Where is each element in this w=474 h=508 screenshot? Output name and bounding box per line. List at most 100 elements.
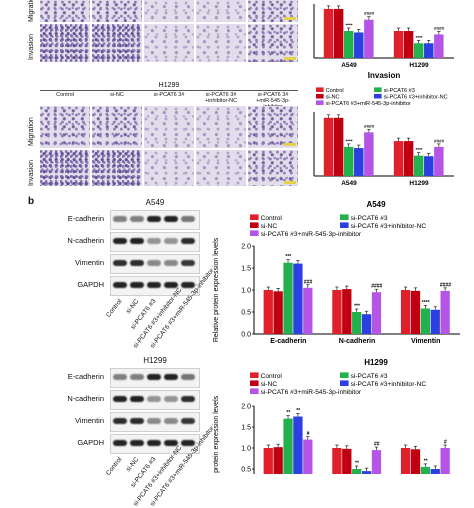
significance-mark: # [444,440,447,446]
bar-A549-2 [343,31,354,58]
legend-swatch [340,380,349,386]
y-axis-label: Relative protein expression levels [213,395,220,474]
wb-band [181,216,195,222]
category-label: E-cadherin [270,338,306,345]
significance-mark: ## [374,442,380,448]
micrograph-a549-mig-2 [92,0,142,22]
legend-label: Control [261,215,283,222]
micrograph-h1299-inv-1 [40,150,90,186]
panel-letter-b: b [28,196,35,207]
legend-swatch [316,93,324,99]
wb-band [181,238,195,244]
wb-band [181,282,195,288]
legend-swatch [250,222,259,228]
wb-band [181,260,195,266]
micrograph-h1299-mig-3 [144,106,194,148]
micrograph-a549-inv-2 [92,24,142,62]
row-label-invasion-h1299: Invasion [28,159,35,186]
bar-H1299-3 [424,43,434,58]
legend-swatch [374,87,382,92]
wb-band [113,374,127,380]
category-label: A549 [341,180,357,187]
y-axis-label: Relative protein expression levels [213,237,220,342]
bar-H1299-1 [403,31,414,58]
legend-swatch [340,214,349,220]
wb-band [147,260,161,266]
significance-mark: **** [415,35,422,40]
wb-blot-n-cadherin [110,390,200,410]
bar-E-cadherin-3 [293,416,303,474]
y-tick-label: 0.5 [241,310,251,317]
bar-A549-3 [354,148,364,176]
legend-swatch [250,372,259,378]
legend-label: Control [261,373,283,380]
wb-band [164,418,178,424]
significance-mark: **** [415,147,422,152]
bar-Vimentin-3 [430,469,440,474]
micrograph-a549-mig-3 [144,0,194,22]
legend-label: Control [326,88,344,94]
legend-label: si-PCAT6 #3 [351,215,388,222]
category-label: H1299 [409,180,429,187]
wb-band [164,374,178,380]
significance-mark: #### [364,11,375,16]
bar-N-cadherin-2 [352,469,362,474]
wb-band [164,260,178,266]
legend-label: si-PCAT6 #3+inhibitor-NC [351,381,427,388]
bar-H1299-2 [413,43,424,58]
significance-mark: ** [296,408,300,414]
bar-N-cadherin-0 [332,448,342,474]
wb-band [130,418,144,424]
legend-swatch [316,100,324,105]
significance-mark: ** [424,458,428,464]
h1299-title-rule [40,90,298,91]
significance-mark: **** [422,300,430,306]
bar-E-cadherin-4 [303,439,313,474]
wb-label-gapdh: GAPDH [77,280,104,289]
wb-label-n-cadherin: N-cadherin [67,394,104,403]
bar-N-cadherin-3 [361,471,372,474]
y-tick-label: 0.5 [241,467,251,474]
wb-band [164,440,178,446]
wb-band [147,238,161,244]
wb-band [113,396,127,402]
significance-mark: # [307,431,310,437]
x-axis-label: Invasion [368,71,401,80]
y-tick-label: 2.0 [241,244,251,251]
row-label-migration-a549: Migration [28,0,35,22]
bar-Vimentin-4 [440,448,450,474]
bar-H1299-1 [403,141,414,176]
bar-Vimentin-2 [420,308,431,334]
micrograph-a549-inv-5 [248,24,298,62]
bar-A549-0 [323,8,334,58]
wb-band [181,396,195,402]
bar-H1299-0 [393,141,404,176]
legend-swatch [250,388,259,394]
category-label: H1299 [409,62,429,69]
y-tick-label: 1.0 [241,288,251,295]
legend-swatch [250,380,259,386]
bar-Vimentin-1 [410,449,421,474]
significance-mark: **** [345,138,352,143]
bar-H1299-2 [413,155,424,176]
wb-band [130,396,144,402]
bar-H1299-4 [434,146,444,176]
wb-label-e-cadherin: E-cadherin [67,214,104,223]
bar-Vimentin-0 [400,448,411,474]
significance-mark: *** [285,254,291,260]
wb-band [181,440,195,446]
bar-N-cadherin-4 [371,450,382,474]
wb-band [130,216,144,222]
significance-mark: ** [355,461,359,467]
micrograph-a549-mig-4 [196,0,246,22]
y-tick-label: 1.5 [241,266,251,273]
category-label: A549 [341,62,357,69]
bar-A549-4 [364,132,374,176]
wb-label-e-cadherin: E-cadherin [67,372,104,381]
wb-a549-title: A549 [145,198,165,207]
legend-swatch [250,214,259,220]
y-tick-label: 1.0 [241,446,251,453]
wb-band [113,260,127,266]
micrograph-h1299-inv-5 [248,150,298,186]
